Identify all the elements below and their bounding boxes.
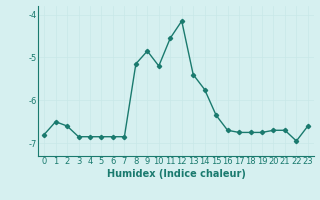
X-axis label: Humidex (Indice chaleur): Humidex (Indice chaleur) [107, 169, 245, 179]
